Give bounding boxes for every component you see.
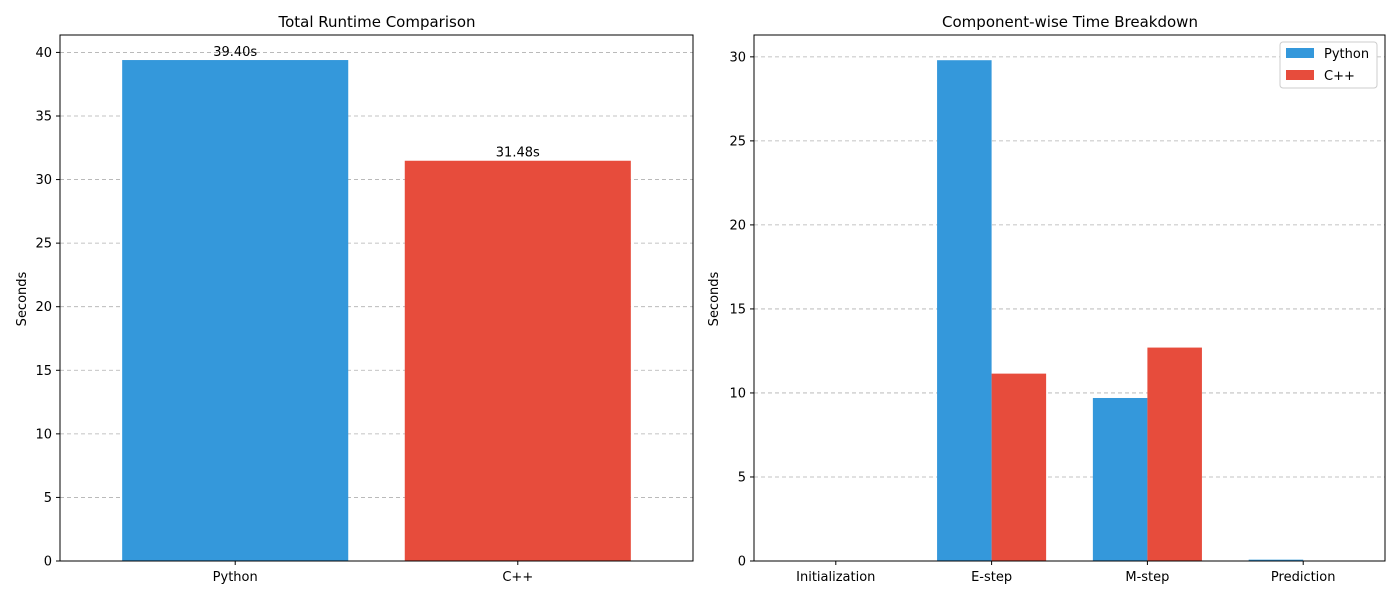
bars [781, 60, 1358, 561]
bar-python [122, 60, 349, 562]
bar-value-label: 31.48s [496, 146, 540, 161]
y-tick-label: 40 [35, 46, 52, 61]
bars [122, 60, 631, 562]
y-tick-label: 20 [729, 218, 746, 233]
x-tick-label: Initialization [796, 570, 875, 585]
gridlines [754, 56, 1385, 478]
chart-title: Component-wise Time Breakdown [942, 13, 1198, 31]
x-tick-label: M-step [1125, 570, 1169, 585]
bar-cpp-mstep [1147, 347, 1202, 561]
y-tick-label: 10 [35, 427, 52, 442]
x-tick-label: Prediction [1271, 570, 1336, 585]
y-tick-label: 0 [44, 555, 52, 570]
bar-c [404, 160, 631, 561]
y-axis-label: Seconds [15, 271, 30, 326]
x-tick-label: Python [213, 570, 258, 585]
runtime-comparison-chart: Total Runtime Comparison Seconds 39.40s3… [15, 13, 694, 585]
plot-frame [59, 34, 694, 562]
y-tick-label: 35 [35, 109, 52, 124]
plot-frame [753, 34, 1386, 562]
y-tick-label: 5 [738, 470, 746, 485]
y-tick-label: 15 [729, 302, 746, 317]
bar-python-estep [937, 60, 992, 561]
bar-python-mstep [1092, 397, 1148, 561]
chart-title: Total Runtime Comparison [277, 13, 475, 31]
y-tick-label: 30 [35, 173, 52, 188]
y-tick-label: 15 [35, 364, 52, 379]
legend-label-python: Python [1324, 47, 1369, 62]
bar-cpp-estep [991, 373, 1047, 561]
x-axis-ticks: Python C++ [213, 561, 533, 585]
bar-python-prediction [1248, 559, 1304, 561]
y-tick-label: 25 [729, 134, 746, 149]
data-labels: 39.40s 31.48s [213, 45, 540, 161]
component-breakdown-chart: Component-wise Time Breakdown Seconds 0 5… [707, 13, 1386, 585]
y-axis-ticks: 0 5 10 15 20 25 30 [729, 50, 754, 570]
y-tick-label: 20 [35, 300, 52, 315]
y-tick-label: 30 [729, 50, 746, 65]
bar-value-label: 39.40s [213, 45, 257, 60]
x-tick-label: C++ [502, 570, 533, 585]
legend-swatch-cpp [1286, 70, 1314, 80]
y-tick-label: 25 [35, 237, 52, 252]
x-axis-ticks: Initialization E-step M-step Prediction [796, 561, 1336, 585]
y-tick-label: 5 [44, 491, 52, 506]
y-tick-label: 10 [729, 386, 746, 401]
y-tick-label: 0 [738, 555, 746, 570]
legend-label-cpp: C++ [1324, 69, 1355, 84]
legend-swatch-python [1286, 48, 1314, 58]
x-tick-label: E-step [971, 570, 1012, 585]
legend: Python C++ [1279, 41, 1378, 89]
y-axis-label: Seconds [707, 271, 722, 326]
y-axis-ticks: 0 5 10 15 20 25 30 35 40 [35, 46, 60, 570]
